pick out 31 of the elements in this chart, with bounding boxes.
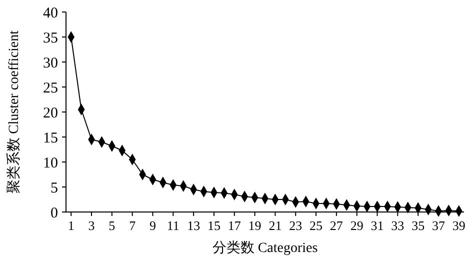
x-tick-label: 15: [207, 218, 220, 233]
y-tick-label: 20: [43, 105, 58, 122]
x-tick-label: 39: [452, 218, 466, 233]
x-tick-label: 31: [370, 218, 384, 233]
x-tick-label: 11: [166, 218, 180, 233]
x-tick-label: 35: [412, 218, 425, 233]
x-tick-label: 9: [149, 218, 156, 233]
y-tick-label: 10: [43, 155, 58, 172]
x-tick-label: 21: [268, 218, 282, 233]
x-tick-label: 19: [248, 218, 262, 233]
x-tick-label: 1: [68, 218, 74, 233]
y-tick-label: 40: [43, 5, 58, 22]
x-tick-label: 29: [350, 218, 364, 233]
y-tick-label: 35: [43, 30, 58, 46]
y-tick-label: 5: [50, 180, 58, 196]
x-tick-label: 7: [129, 218, 136, 233]
x-tick-label: 13: [187, 218, 200, 233]
x-tick-label: 3: [88, 218, 95, 233]
x-tick-label: 37: [432, 218, 446, 233]
y-tick-label: 0: [50, 205, 58, 222]
x-tick-label: 27: [330, 218, 344, 233]
x-tick-label: 33: [391, 218, 404, 233]
y-tick-label: 15: [43, 130, 58, 146]
y-axis-title: 聚类系数 Cluster coefficient: [6, 30, 22, 194]
x-axis-title: 分类数 Categories: [212, 240, 318, 256]
x-tick-label: 25: [310, 218, 323, 233]
y-tick-label: 30: [43, 55, 58, 72]
x-tick-label: 5: [108, 218, 116, 233]
x-tick-label: 17: [228, 218, 242, 233]
y-tick-label: 25: [43, 80, 58, 96]
x-tick-label: 23: [289, 218, 302, 233]
